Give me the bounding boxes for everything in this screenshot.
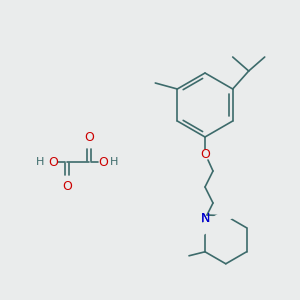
- Text: H: H: [110, 157, 118, 167]
- Text: H: H: [36, 157, 44, 167]
- Text: N: N: [200, 212, 210, 226]
- Text: O: O: [98, 155, 108, 169]
- Text: O: O: [48, 155, 58, 169]
- Text: O: O: [200, 148, 210, 161]
- Text: N: N: [200, 212, 210, 226]
- Text: O: O: [84, 131, 94, 144]
- Text: O: O: [62, 180, 72, 193]
